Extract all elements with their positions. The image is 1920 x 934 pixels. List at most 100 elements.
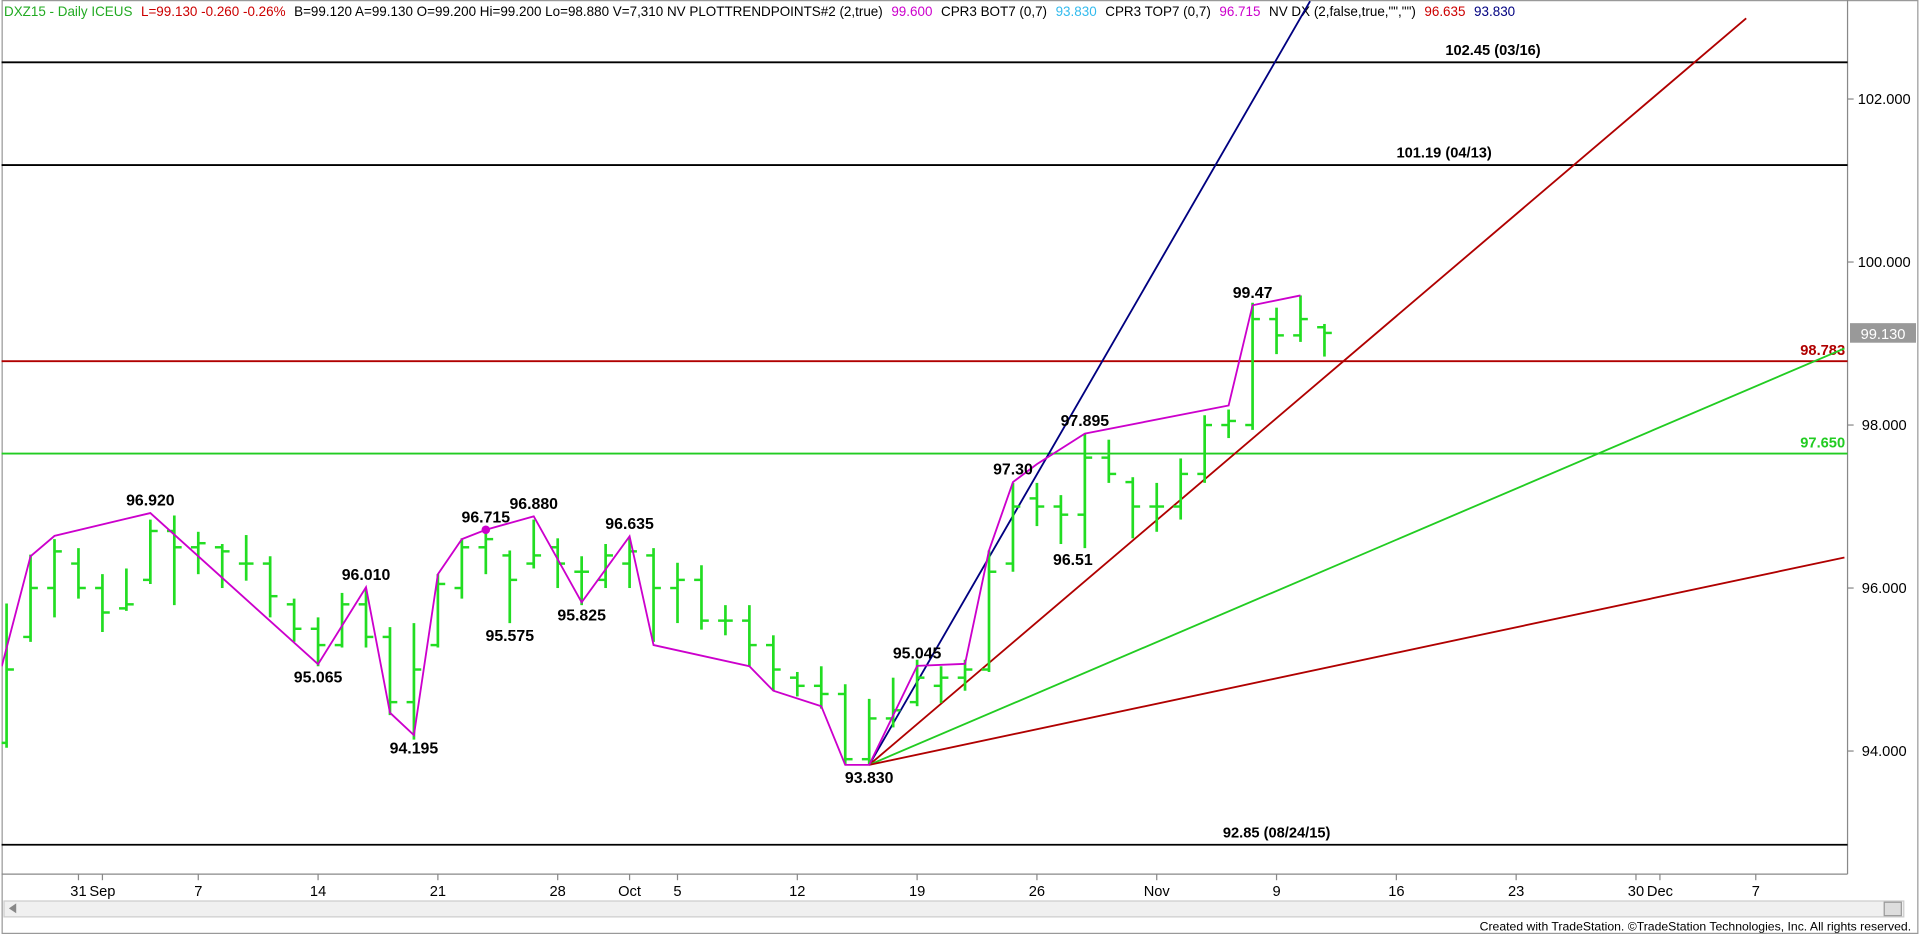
- price-bar: [1005, 482, 1021, 572]
- swing-label: 95.825: [557, 608, 606, 625]
- x-tick-label: 23: [1508, 884, 1524, 900]
- price-bar: [1221, 409, 1236, 439]
- trend-line: [868, 17, 1747, 766]
- footer: Created with TradeStation. ©TradeStation…: [1480, 919, 1911, 933]
- header-item: 93.830: [1056, 4, 1097, 19]
- price-bar: [1125, 477, 1141, 539]
- x-tick-label: Oct: [618, 884, 641, 900]
- x-tick-label: Sep: [89, 884, 115, 900]
- scroll-thumb[interactable]: [1883, 901, 1902, 917]
- price-bar: [1077, 433, 1093, 549]
- zigzag-line: [1, 294, 1301, 766]
- price-bar: [789, 671, 805, 697]
- y-tick-label: 98.000: [1862, 418, 1907, 434]
- price-bar: [238, 535, 254, 581]
- price-bar: [286, 598, 302, 642]
- swing-label: 96.880: [509, 496, 558, 513]
- price-bar: [430, 574, 446, 648]
- price-bar: [646, 548, 661, 642]
- price-bar: [1053, 495, 1069, 545]
- chart-header: DXZ15 - Daily ICEUS L=99.130 -0.260 -0.26…: [4, 4, 1515, 19]
- header-item: CPR3 BOT7 (0,7): [941, 4, 1047, 19]
- header-item: 93.830: [1474, 4, 1515, 19]
- price-bar: [574, 556, 589, 606]
- swing-label: 95.045: [893, 646, 942, 663]
- price-bar: [837, 684, 853, 765]
- price-bar: [502, 550, 518, 624]
- price-bar: [981, 550, 997, 672]
- price-bar: [262, 556, 278, 618]
- trend-line: [868, 0, 1311, 766]
- price-bar: [95, 574, 110, 633]
- price-bar: [310, 617, 326, 667]
- price-bar: [47, 539, 62, 618]
- x-tick-label: 9: [1272, 884, 1280, 900]
- trend-line: [869, 556, 1845, 766]
- swing-label: 97.895: [1061, 413, 1110, 430]
- header-item: 96.715: [1219, 4, 1260, 19]
- price-bar: [119, 568, 134, 611]
- level-label: 102.45 (03/16): [1445, 43, 1540, 59]
- x-tick-label: 7: [1752, 884, 1760, 900]
- price-bar: [478, 526, 494, 575]
- price-bar: [23, 554, 38, 642]
- scroll-track[interactable]: [3, 900, 1905, 918]
- price-bar: [813, 666, 829, 709]
- price-bar: [861, 698, 877, 765]
- price-bar: [1197, 415, 1212, 483]
- x-tick-label: 5: [673, 884, 681, 900]
- x-tick-label: Dec: [1647, 884, 1673, 900]
- swing-label: 96.51: [1053, 552, 1093, 569]
- price-bar: [957, 659, 973, 691]
- price-bar: [766, 635, 781, 691]
- trend-line: [868, 347, 1845, 766]
- price-bar: [670, 562, 685, 624]
- swing-label: 96.635: [605, 516, 654, 533]
- level-label: 98.783: [1800, 343, 1845, 359]
- x-tick-label: 12: [789, 884, 805, 900]
- scrollbar[interactable]: [3, 900, 1905, 918]
- swing-label: 95.575: [485, 628, 534, 645]
- price-bar: [1245, 302, 1260, 430]
- y-tick-label: 100.000: [1858, 255, 1911, 271]
- price-bar: [334, 592, 350, 648]
- x-tick-label: 14: [310, 884, 326, 900]
- x-tick-label: 7: [194, 884, 202, 900]
- y-tick-label: 94.000: [1862, 744, 1907, 760]
- x-tick-label: 19: [909, 884, 925, 900]
- price-bar: [933, 666, 949, 703]
- swing-label: 95.065: [294, 670, 343, 687]
- last-price-box: [1849, 323, 1917, 343]
- x-tick-label: Nov: [1144, 884, 1171, 900]
- price-bar: [382, 627, 398, 716]
- price-bar: [214, 544, 230, 589]
- header-item: B=99.120 A=99.130 O=99.200 Hi=99.200 Lo=…: [294, 4, 883, 19]
- x-tick-label: 21: [430, 884, 446, 900]
- price-bar: [1101, 439, 1117, 483]
- x-tick-label: 30: [1628, 884, 1644, 900]
- price-bar: [1317, 323, 1332, 357]
- x-tick-label: 28: [550, 884, 566, 900]
- price-bar: [454, 538, 470, 599]
- price-bar: [598, 544, 613, 589]
- header-item: L=99.130 -0.260 -0.26%: [141, 4, 286, 19]
- price-bar: [71, 548, 86, 599]
- price-bar: [1173, 458, 1189, 520]
- price-bar: [1149, 482, 1165, 532]
- swing-label: 99.47: [1233, 285, 1273, 302]
- price-bar: [1029, 482, 1045, 527]
- price-bar: [1293, 295, 1308, 342]
- price-bar: [358, 589, 374, 648]
- price-bar: [1, 603, 14, 748]
- x-tick-label: 31: [70, 884, 86, 900]
- price-bar: [406, 623, 422, 740]
- header-item: 99.600: [891, 4, 932, 19]
- header-item: 96.635: [1424, 4, 1465, 19]
- scroll-left[interactable]: [8, 903, 17, 914]
- pivot-dot: [481, 525, 491, 535]
- level-label: 92.85 (08/24/15): [1223, 825, 1331, 841]
- header-item: DXZ15 - Daily ICEUS: [4, 4, 132, 19]
